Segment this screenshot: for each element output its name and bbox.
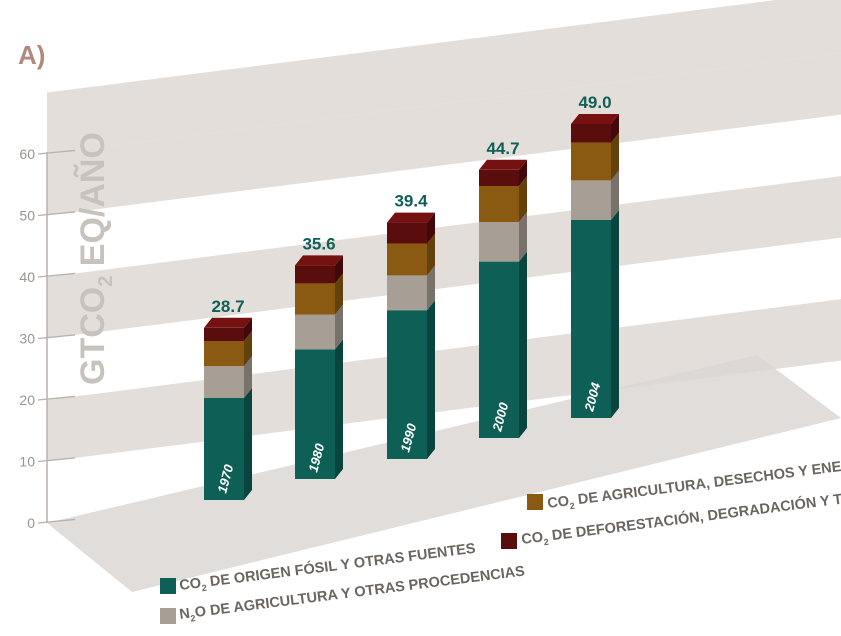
legend-swatch [160, 578, 176, 594]
bar-segment-side [427, 300, 435, 459]
y-tick-label: 10 [19, 454, 35, 470]
bar-segment [387, 310, 427, 459]
bar-segment [295, 314, 335, 350]
bar-segment [571, 220, 611, 418]
category-label: 1980 [305, 441, 327, 474]
background-band [47, 53, 841, 216]
bar-total-label: 39.4 [394, 192, 428, 211]
bar-segment-side [427, 265, 435, 311]
bar-segment-side [519, 251, 527, 438]
category-label: 1990 [397, 421, 419, 454]
bar-segment [479, 261, 519, 438]
bar-segment-side [244, 356, 252, 398]
bar-stack-1990: 39.4 1990 [387, 192, 435, 459]
bar-segment-side [335, 339, 343, 479]
y-tick-label: 60 [19, 146, 35, 162]
bar-total-label: 49.0 [578, 93, 611, 112]
bar-segment [479, 169, 519, 186]
bar-segment [295, 349, 335, 479]
y-tick-label: 0 [27, 515, 35, 531]
bar-top [387, 212, 435, 223]
y-tick [37, 272, 76, 278]
bar-total-label: 35.6 [302, 234, 335, 253]
bar-segment-side [335, 255, 343, 284]
bar-segment [571, 142, 611, 181]
bar-top [204, 317, 252, 328]
y-tick [37, 518, 76, 524]
bar-top [295, 255, 343, 266]
bar-segment [204, 398, 244, 500]
bar-segment [571, 124, 611, 143]
category-label: 1970 [214, 462, 236, 495]
bar-segment-side [427, 233, 435, 276]
bar-segment [387, 222, 427, 244]
y-tick [37, 211, 76, 217]
bar-segment-side [335, 273, 343, 315]
bar-total-label: 28.7 [211, 297, 244, 316]
y-tick-label: 50 [19, 208, 35, 224]
bar-segment [204, 366, 244, 398]
bar-segment-side [611, 114, 619, 143]
bar-segment-side [611, 170, 619, 220]
bar-segment-side [519, 159, 527, 186]
y-tick [37, 334, 76, 340]
bar-segment-side [244, 388, 252, 500]
legend-swatch [501, 533, 517, 549]
bar-top [571, 114, 619, 124]
bar-segment [204, 341, 244, 367]
chart-floor [47, 355, 841, 592]
y-tick-label: 20 [19, 392, 35, 408]
bar-segment-side [611, 132, 619, 181]
legend-swatch [160, 608, 176, 624]
bar-segment-side [244, 317, 252, 341]
y-tick [37, 457, 76, 463]
bar-segment [295, 283, 335, 315]
bar-segment [387, 275, 427, 311]
bar-segment [479, 222, 519, 262]
legend-swatch [527, 494, 543, 510]
panel-label: A) [18, 40, 46, 70]
y-tick-label: 30 [19, 331, 35, 347]
background-band [47, 176, 841, 339]
bar-segment [571, 180, 611, 220]
bar-segment-side [611, 210, 619, 418]
y-tick [37, 149, 76, 155]
background-band [47, 0, 841, 154]
bar-total-label: 44.7 [486, 139, 519, 158]
y-tick-label: 40 [19, 269, 35, 285]
bar-segment-side [427, 212, 435, 244]
bar-segment-side [335, 304, 343, 350]
bar-segment-side [244, 331, 252, 367]
y-axis-title: GTCO2 EQ/AÑO [74, 132, 117, 385]
bar-stack-1970: 28.7 1970 [204, 297, 252, 500]
bar-segment-side [519, 212, 527, 262]
bar-segment [479, 186, 519, 222]
bar-segment [295, 265, 335, 284]
bar-segment [204, 327, 244, 341]
bar-segment-side [519, 176, 527, 222]
bar-top [479, 159, 527, 170]
bar-stack-1980: 35.6 1980 [295, 234, 343, 479]
bar-segment [387, 243, 427, 276]
y-tick [37, 395, 76, 401]
